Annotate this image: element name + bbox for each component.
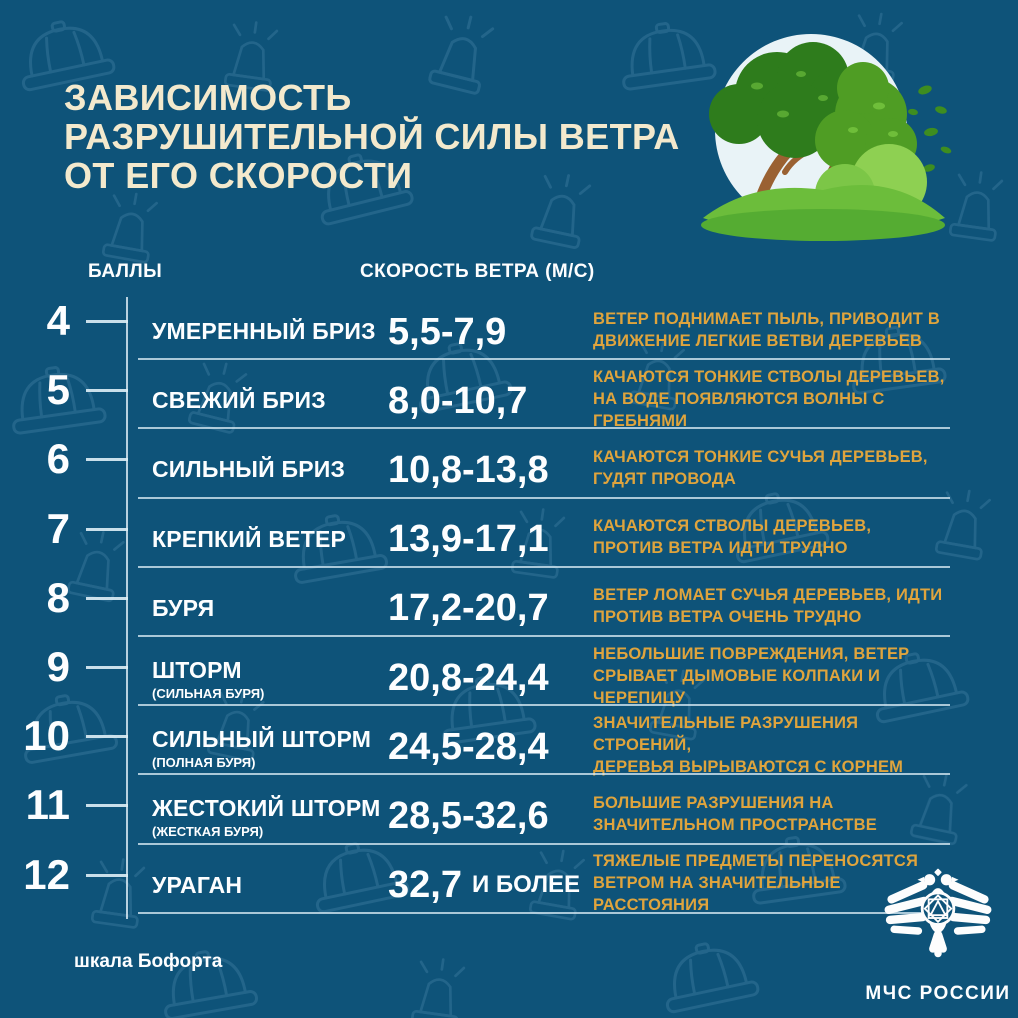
- wind-speed-cell: 5,5-7,9: [388, 291, 588, 360]
- wind-speed: 20,8-24,4: [388, 656, 549, 699]
- table-row: 12 УРАГАН 32,7 И БОЛЕЕ ТЯЖЕЛЫЕ ПРЕДМЕТЫ П…: [0, 845, 1018, 914]
- wind-speed-cell: 10,8-13,8: [388, 429, 588, 498]
- scale-name-label: шкала Бофорта: [74, 951, 223, 972]
- wind-speed: 17,2-20,7: [388, 587, 549, 630]
- beaufort-score: 4: [46, 297, 70, 344]
- wind-speed: 10,8-13,8: [388, 448, 549, 491]
- wind-name-cell: УРАГАН: [152, 845, 386, 914]
- wind-name: СИЛЬНЫЙ БРИЗ: [152, 456, 346, 483]
- wind-description: ВЕТЕР ПОДНИМАЕТ ПЫЛЬ, ПРИВОДИТ В ДВИЖЕНИ…: [593, 309, 940, 350]
- wind-alt-name: (СИЛЬНАЯ БУРЯ): [152, 685, 265, 701]
- wind-speed-cell: 13,9-17,1: [388, 499, 588, 568]
- column-header-score: БАЛЛЫ: [88, 261, 163, 282]
- wind-name-cell: СИЛЬНЫЙ БРИЗ: [152, 429, 386, 498]
- wind-name: УМЕРЕННЫЙ БРИЗ: [152, 318, 376, 345]
- wind-name-cell: БУРЯ: [152, 568, 386, 637]
- mchs-eagle-emblem: [884, 868, 992, 958]
- table-row: 6 СИЛЬНЫЙ БРИЗ 10,8-13,8 КАЧАЮТСЯ ТОНКИЕ…: [0, 429, 1018, 499]
- axis-tick: [86, 458, 128, 462]
- table-row: 5 СВЕЖИЙ БРИЗ 8,0-10,7 КАЧАЮТСЯ ТОНКИЕ С…: [0, 360, 1018, 430]
- table-row: 11 ЖЕСТОКИЙ ШТОРМ (ЖЕСТКАЯ БУРЯ) 28,5-32…: [0, 775, 1018, 845]
- wind-speed: 28,5-32,6: [388, 794, 549, 837]
- wind-speed-cell: 17,2-20,7: [388, 568, 588, 637]
- wind-description: КАЧАЮТСЯ ТОНКИЕ СТВОЛЫ ДЕРЕВЬЕВ, НА ВОДЕ…: [593, 367, 945, 430]
- wind-speed: 13,9-17,1: [388, 518, 549, 561]
- axis-tick: [86, 735, 128, 739]
- wind-description: КАЧАЮТСЯ ТОНКИЕ СУЧЬЯ ДЕРЕВЬЕВ, ГУДЯТ ПР…: [593, 447, 928, 488]
- beaufort-score: 8: [46, 573, 70, 621]
- wind-name: СИЛЬНЫЙ ШТОРМ: [152, 725, 372, 752]
- wind-speed-cell: 28,5-32,6: [388, 775, 588, 844]
- axis-tick: [86, 804, 128, 808]
- wind-speed-cell: 24,5-28,4: [388, 706, 588, 775]
- wind-name-cell: СВЕЖИЙ БРИЗ: [152, 360, 386, 429]
- axis-tick: [86, 320, 128, 323]
- column-header-speed: СКОРОСТЬ ВЕТРА (М/С): [360, 261, 595, 282]
- beaufort-score: 11: [25, 781, 70, 829]
- beaufort-score: 10: [23, 712, 70, 760]
- table-row: 8 БУРЯ 17,2-20,7 ВЕТЕР ЛОМАЕТ СУЧЬЯ ДЕРЕ…: [0, 568, 1018, 638]
- trees-bending-in-wind-illustration: [701, 34, 952, 241]
- wind-speed-cell: 32,7 И БОЛЕЕ: [388, 845, 588, 914]
- wind-description: БОЛЬШИЕ РАЗРУШЕНИЯ НА ЗНАЧИТЕЛЬНОМ ПРОСТ…: [593, 793, 877, 834]
- table-row: 9 ШТОРМ (СИЛЬНАЯ БУРЯ) 20,8-24,4 НЕБОЛЬШ…: [0, 637, 1018, 707]
- scale-axis-line: [126, 297, 128, 919]
- axis-tick: [86, 389, 128, 393]
- wind-name: СВЕЖИЙ БРИЗ: [152, 387, 326, 414]
- beaufort-score: 9: [46, 642, 70, 690]
- wind-name-cell: КРЕПКИЙ ВЕТЕР: [152, 499, 386, 568]
- agency-name: МЧС РОССИИ: [865, 983, 1011, 1004]
- wind-speed-suffix: И БОЛЕЕ: [471, 871, 581, 899]
- wind-description: НЕБОЛЬШИЕ ПОВРЕЖДЕНИЯ, ВЕТЕР СРЫВАЕТ ДЫМ…: [593, 644, 910, 707]
- axis-tick: [86, 873, 128, 877]
- wind-name-cell: ШТОРМ (СИЛЬНАЯ БУРЯ): [152, 637, 386, 706]
- wind-alt-name: (ПОЛНАЯ БУРЯ): [152, 754, 256, 770]
- page-title: ЗАВИСИМОСТЬ РАЗРУШИТЕЛЬНОЙ СИЛЫ ВЕТРА ОТ…: [64, 77, 680, 196]
- wind-name: КРЕПКИЙ ВЕТЕР: [152, 525, 347, 552]
- beaufort-score: 12: [23, 850, 70, 898]
- wind-name-cell: ЖЕСТОКИЙ ШТОРМ (ЖЕСТКАЯ БУРЯ): [152, 775, 386, 844]
- wind-speed-cell: 20,8-24,4: [388, 637, 588, 706]
- wind-name: БУРЯ: [152, 594, 215, 621]
- axis-tick: [86, 527, 128, 531]
- table-row: 4 УМЕРЕННЫЙ БРИЗ 5,5-7,9 ВЕТЕР ПОДНИМАЕТ…: [0, 291, 1018, 361]
- table-row: 7 КРЕПКИЙ ВЕТЕР 13,9-17,1 КАЧАЮТСЯ СТВОЛ…: [0, 499, 1018, 568]
- wind-name: ШТОРМ: [152, 656, 242, 683]
- wind-description: КАЧАЮТСЯ СТВОЛЫ ДЕРЕВЬЕВ, ПРОТИВ ВЕТРА И…: [593, 517, 872, 558]
- wind-name: ЖЕСТОКИЙ ШТОРМ: [152, 794, 381, 821]
- wind-description: ЗНАЧИТЕЛЬНЫЕ РАЗРУШЕНИЯ СТРОЕНИЙ, ДЕРЕВЬ…: [593, 713, 904, 776]
- wind-name-cell: УМЕРЕННЫЙ БРИЗ: [152, 291, 386, 360]
- wind-description: ТЯЖЕЛЫЕ ПРЕДМЕТЫ ПЕРЕНОСЯТСЯ ВЕТРОМ НА З…: [593, 852, 919, 915]
- wind-speed-cell: 8,0-10,7: [388, 360, 588, 429]
- agency-block: МЧС РОССИИ: [860, 862, 1016, 1005]
- axis-tick: [86, 596, 128, 600]
- wind-alt-name: (ЖЕСТКАЯ БУРЯ): [152, 823, 264, 839]
- wind-speed: 8,0-10,7: [388, 379, 528, 422]
- wind-description: ВЕТЕР ЛОМАЕТ СУЧЬЯ ДЕРЕВЬЕВ, ИДТИ ПРОТИВ…: [593, 586, 943, 627]
- wind-speed: 24,5-28,4: [388, 725, 549, 768]
- beaufort-score: 7: [46, 504, 70, 552]
- axis-tick: [86, 665, 128, 669]
- beaufort-score: 5: [46, 366, 70, 414]
- wind-speed: 5,5-7,9: [388, 310, 507, 353]
- wind-name: УРАГАН: [152, 871, 243, 898]
- beaufort-score: 6: [46, 435, 70, 483]
- wind-name-cell: СИЛЬНЫЙ ШТОРМ (ПОЛНАЯ БУРЯ): [152, 706, 386, 775]
- beaufort-table: 4 УМЕРЕННЫЙ БРИЗ 5,5-7,9 ВЕТЕР ПОДНИМАЕТ…: [0, 291, 1018, 914]
- table-row: 10 СИЛЬНЫЙ ШТОРМ (ПОЛНАЯ БУРЯ) 24,5-28,4…: [0, 706, 1018, 776]
- wind-speed: 32,7: [388, 864, 462, 907]
